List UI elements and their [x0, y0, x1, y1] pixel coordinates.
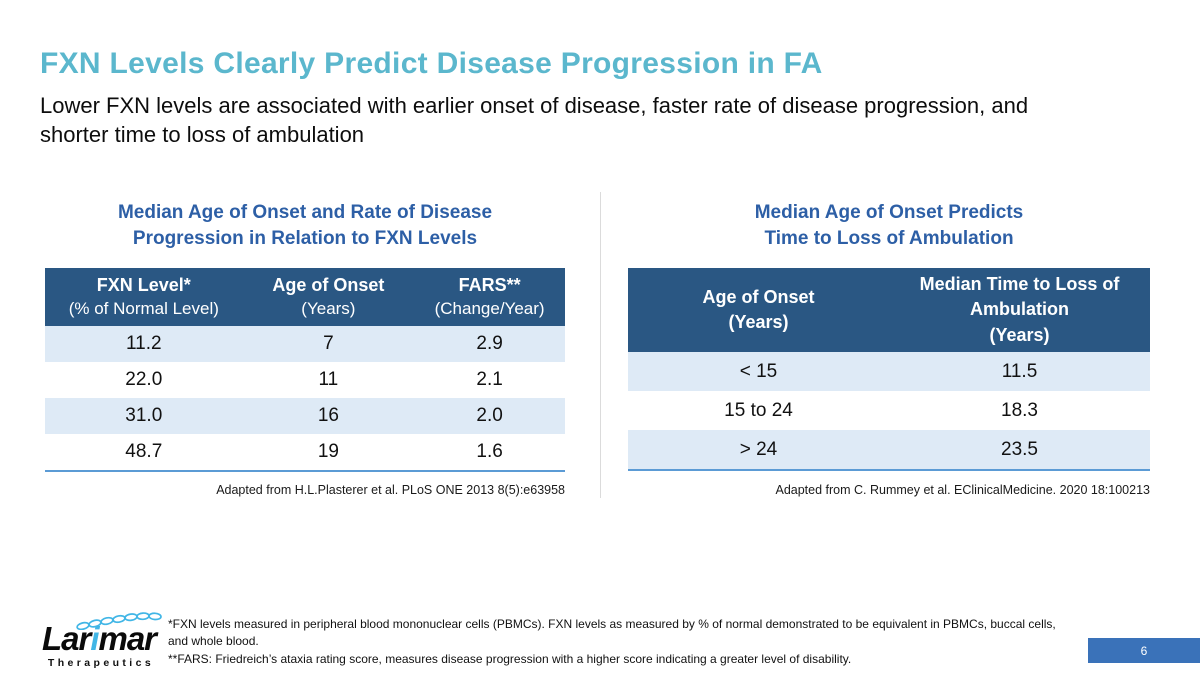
left-citation: Adapted from H.L.Plasterer et al. PLoS O…	[216, 483, 565, 497]
header-label: FXN Level*	[96, 275, 191, 296]
right-panel-title: Median Age of Onset Predicts Time to Los…	[628, 200, 1150, 252]
table-row: 48.7 19 1.6	[45, 434, 565, 470]
logo-text: mar	[98, 620, 157, 657]
header-unit: (Change/Year)	[434, 298, 545, 318]
right-panel-title-line2: Time to Loss of Ambulation	[764, 228, 1014, 250]
page-subtitle: Lower FXN levels are associated with ear…	[40, 93, 1029, 148]
right-panel-title-line1: Median Age of Onset Predicts	[754, 202, 1024, 223]
table-cell: 15 to 24	[724, 399, 793, 421]
table-row: 31.0 16 2.0	[45, 398, 565, 434]
header-line: (Years)	[989, 324, 1050, 345]
right-citation: Adapted from C. Rummey et al. EClinicalM…	[775, 483, 1150, 497]
table-cell: 22.0	[125, 369, 163, 390]
larimar-logo: Larimar Therapeutics	[28, 610, 170, 669]
table-cell: 31.0	[125, 405, 163, 426]
table-cell: 18.3	[1001, 399, 1038, 421]
table-header-row: Age of Onset (Years) Median Time to Loss…	[628, 268, 1150, 352]
header-line: Median Time to Loss of	[919, 274, 1120, 295]
table-cell: 1.6	[476, 441, 503, 462]
header-cell-fxn-level: FXN Level* (% of Normal Level)	[45, 268, 243, 326]
header-cell-age-of-onset: Age of Onset (Years)	[628, 268, 889, 352]
table-cell: 16	[317, 405, 339, 426]
left-panel-title-line1: Median Age of Onset and Rate of Disease	[117, 202, 493, 223]
table-cell: 2.1	[476, 369, 503, 390]
fxn-levels-table: FXN Level* (% of Normal Level) Age of On…	[45, 268, 565, 472]
header-label: Age of Onset	[272, 275, 385, 296]
ambulation-table: Age of Onset (Years) Median Time to Loss…	[628, 268, 1150, 471]
header-cell-age-of-onset: Age of Onset (Years)	[243, 268, 415, 326]
table-cell: 2.9	[476, 333, 503, 354]
panel-divider	[600, 192, 601, 498]
table-cell: < 15	[739, 360, 778, 382]
table-header-row: FXN Level* (% of Normal Level) Age of On…	[45, 268, 565, 326]
page-number: 6	[1140, 643, 1148, 658]
footnotes: *FXN levels measured in peripheral blood…	[168, 616, 1068, 668]
table-cell: 23.5	[1001, 438, 1038, 460]
logo-text: Lar	[41, 620, 91, 657]
page-title: FXN Levels Clearly Predict Disease Progr…	[40, 47, 823, 80]
header-label: FARS**	[458, 275, 521, 296]
table-cell: 11.5	[1001, 360, 1038, 382]
table-cell: > 24	[739, 438, 778, 460]
table-cell: 48.7	[125, 441, 163, 462]
left-panel-title-line2: Progression in Relation to FXN Levels	[132, 228, 478, 250]
page-number-badge: 6	[1088, 638, 1200, 663]
table-row: 11.2 7 2.9	[45, 326, 565, 362]
header-line: Age of Onset	[702, 286, 815, 307]
footnote-fars: **FARS: Friedreich’s ataxia rating score…	[168, 651, 852, 666]
table-row: 22.0 11 2.1	[45, 362, 565, 398]
header-cell-median-time-to-loss: Median Time to Loss of Ambulation (Years…	[889, 268, 1150, 352]
header-unit: (Years)	[301, 298, 356, 318]
table-row: > 24 23.5	[628, 430, 1150, 469]
table-cell: 11.2	[126, 333, 162, 354]
left-panel-title: Median Age of Onset and Rate of Disease …	[45, 200, 565, 252]
table-cell: 19	[317, 441, 339, 462]
table-cell: 2.0	[476, 405, 503, 426]
header-line: (Years)	[728, 312, 789, 332]
table-cell: 7	[323, 333, 334, 354]
table-row: 15 to 24 18.3	[628, 391, 1150, 430]
table-row: < 15 11.5	[628, 352, 1150, 391]
header-line: Ambulation	[970, 299, 1069, 320]
logo-wordmark: Larimar	[28, 622, 170, 655]
header-cell-fars: FARS** (Change/Year)	[414, 268, 565, 326]
logo-letter-i: i	[90, 620, 99, 657]
footnote-fxn: *FXN levels measured in peripheral blood…	[168, 617, 1056, 649]
table-cell: 11	[318, 369, 339, 390]
chain-icon	[76, 612, 162, 630]
logo-subtext: Therapeutics	[47, 657, 155, 669]
header-unit: (% of Normal Level)	[68, 298, 219, 318]
